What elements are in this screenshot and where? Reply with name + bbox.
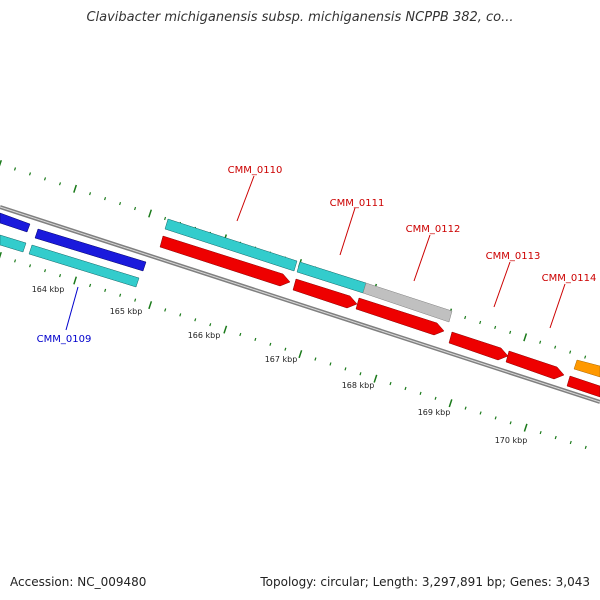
major-tick xyxy=(448,399,453,408)
tick-label-170: 170 kbp xyxy=(495,436,528,445)
minor-tick xyxy=(479,411,482,415)
minor-tick xyxy=(479,320,482,325)
gene-cmm0111-red[interactable] xyxy=(292,278,358,309)
minor-tick xyxy=(284,347,287,351)
gene-label-cmm0112[interactable]: CMM_0112 xyxy=(406,224,461,235)
minor-tick xyxy=(13,167,17,171)
minor-tick xyxy=(43,177,47,181)
minor-tick xyxy=(344,367,347,371)
gene-cmm0113-red[interactable] xyxy=(448,331,509,361)
minor-tick xyxy=(59,274,62,278)
minor-tick xyxy=(554,435,557,440)
major-tick xyxy=(0,251,2,259)
minor-tick xyxy=(104,288,107,292)
minor-tick xyxy=(314,357,317,361)
minor-tick xyxy=(404,386,407,391)
tick-label-166: 166 kbp xyxy=(188,331,221,340)
gene-cmm0109-blue[interactable] xyxy=(34,228,147,272)
minor-tick xyxy=(179,313,182,317)
gene-orange[interactable] xyxy=(573,359,600,378)
minor-tick xyxy=(119,202,122,206)
minor-tick xyxy=(239,332,242,337)
minor-tick xyxy=(464,406,467,410)
minor-tick xyxy=(584,355,587,359)
genome-backbone xyxy=(0,205,600,404)
major-tick xyxy=(148,301,153,310)
tick-label-165: 165 kbp xyxy=(110,307,143,316)
gene-labels: CMM_0109 CMM_0110 CMM_0111 CMM_0112 CMM_… xyxy=(37,165,597,345)
minor-tick xyxy=(494,325,497,329)
minor-tick xyxy=(58,182,62,186)
topology-text: Topology: circular; Length: 3,297,891 bp… xyxy=(260,575,590,589)
minor-tick xyxy=(554,345,557,349)
minor-tick xyxy=(569,440,572,445)
minor-tick xyxy=(29,264,32,268)
gene-blue-left[interactable] xyxy=(0,212,31,233)
label-leaders xyxy=(65,175,566,331)
tick-label-164: 164 kbp xyxy=(32,285,65,294)
major-tick xyxy=(73,184,78,193)
gene-cmm0112-red[interactable] xyxy=(355,297,445,336)
gene-label-cmm0113[interactable]: CMM_0113 xyxy=(486,251,541,262)
minor-tick xyxy=(539,340,542,344)
minor-tick xyxy=(194,318,197,322)
minor-tick xyxy=(359,372,362,376)
gene-cmm0114-red[interactable] xyxy=(505,350,565,380)
minor-tick xyxy=(89,283,92,288)
minor-tick xyxy=(134,206,137,211)
gene-cmm0109-cyan[interactable] xyxy=(28,244,140,288)
minor-tick xyxy=(584,445,587,449)
minor-tick xyxy=(434,396,437,400)
minor-tick xyxy=(14,259,17,263)
major-tick xyxy=(148,209,153,218)
gene-cmm0110-cyan[interactable] xyxy=(164,218,298,272)
gene-red-right[interactable] xyxy=(566,375,600,398)
map-title: Clavibacter michiganensis subsp. michiga… xyxy=(86,10,514,25)
minor-tick xyxy=(134,298,137,302)
minor-tick xyxy=(329,362,332,366)
minor-tick xyxy=(539,431,542,435)
accession-text: Accession: NC_009480 xyxy=(10,575,147,589)
minor-tick xyxy=(464,315,467,320)
minor-tick xyxy=(104,197,107,201)
tick-labels: 164 kbp 165 kbp 166 kbp 167 kbp 168 kbp … xyxy=(32,285,528,445)
tick-label-169: 169 kbp xyxy=(418,408,451,417)
major-tick xyxy=(523,423,528,432)
forward-strand-features xyxy=(0,212,600,378)
reverse-strand-features xyxy=(0,234,600,398)
gene-cyan-left[interactable] xyxy=(0,234,27,253)
minor-tick xyxy=(509,330,512,334)
minor-tick xyxy=(119,293,122,297)
minor-tick xyxy=(209,323,212,327)
minor-tick xyxy=(569,350,572,354)
gene-label-cmm0114[interactable]: CMM_0114 xyxy=(542,273,597,284)
minor-tick xyxy=(44,269,47,273)
major-tick xyxy=(223,325,228,334)
minor-tick xyxy=(164,216,167,221)
major-tick xyxy=(373,374,378,383)
minor-tick xyxy=(419,391,422,395)
gene-cmm0110-red[interactable] xyxy=(159,235,291,287)
gene-label-cmm0110[interactable]: CMM_0110 xyxy=(228,165,283,176)
inner-tick-ring xyxy=(0,251,587,449)
tick-label-167: 167 kbp xyxy=(265,355,298,364)
minor-tick xyxy=(389,381,392,386)
gene-label-cmm0111[interactable]: CMM_0111 xyxy=(330,198,385,209)
minor-tick xyxy=(164,308,167,312)
gene-label-cmm0109[interactable]: CMM_0109 xyxy=(37,334,92,345)
minor-tick xyxy=(494,416,497,420)
minor-tick xyxy=(89,192,92,196)
minor-tick xyxy=(269,342,272,346)
minor-tick xyxy=(509,421,512,425)
major-tick xyxy=(298,350,303,359)
major-tick xyxy=(0,159,3,167)
minor-tick xyxy=(28,172,32,176)
gene-cmm0112-gray[interactable] xyxy=(362,282,453,323)
tick-label-168: 168 kbp xyxy=(342,381,375,390)
major-tick xyxy=(523,333,528,342)
major-tick xyxy=(73,276,78,285)
minor-tick xyxy=(254,337,257,341)
